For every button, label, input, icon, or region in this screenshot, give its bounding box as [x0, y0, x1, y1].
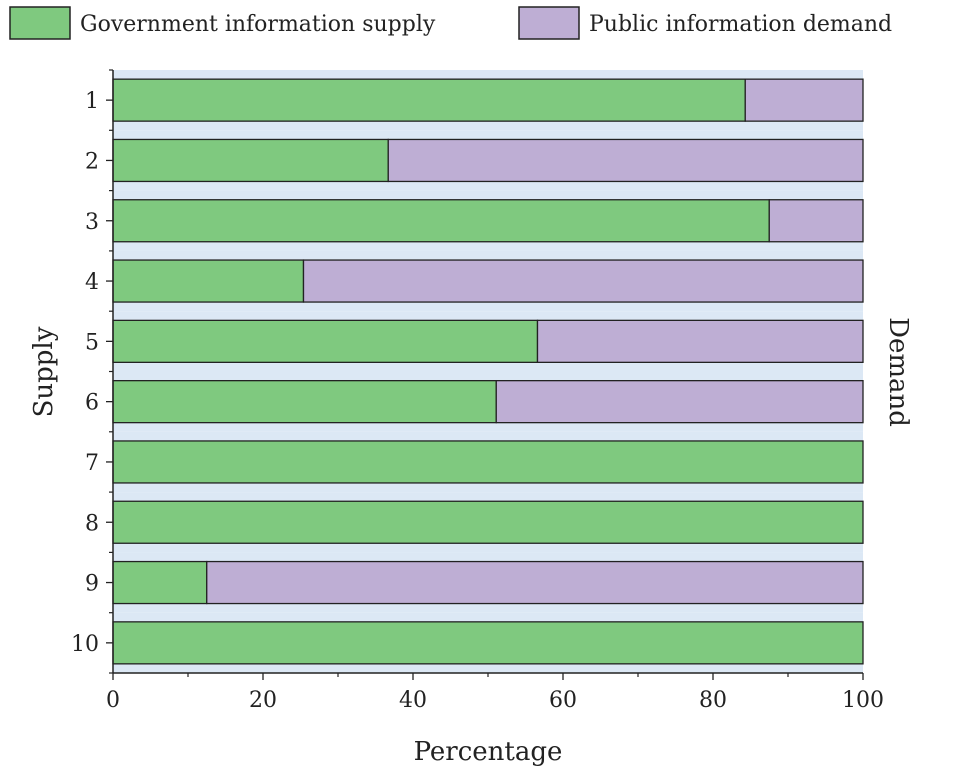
y-axis-title: Supply: [29, 326, 59, 417]
y-tick-label: 6: [85, 391, 99, 416]
bar-demand-4: [302, 259, 864, 303]
bar-supply-2: [112, 138, 389, 183]
x-ticks: 0 20 40 60 80 100: [106, 673, 884, 713]
x-tick-label: 20: [249, 688, 277, 713]
bar-demand-5: [536, 319, 864, 364]
x-tick-label: 0: [106, 688, 120, 713]
x-axis-title: Percentage: [414, 737, 563, 767]
y-tick-label: 9: [85, 572, 99, 597]
legend-label-supply: Government information supply: [80, 12, 436, 37]
bar-demand-2: [387, 138, 864, 183]
bar-demand-6: [495, 379, 864, 424]
x-tick-label: 100: [842, 688, 884, 713]
bar-supply-5: [112, 319, 539, 364]
x-tick-label: 80: [699, 688, 727, 713]
bar-supply-6: [112, 379, 497, 424]
bar-demand-3: [768, 199, 864, 243]
bar-supply-1: [112, 78, 746, 122]
y-tick-label: 8: [85, 511, 99, 536]
bar-supply-4: [112, 259, 305, 303]
bar-supply-8: [112, 500, 864, 544]
x-tick-label: 60: [549, 688, 577, 713]
legend: Government information supply Public inf…: [9, 6, 892, 40]
bar-supply-7: [112, 440, 864, 484]
bar-supply-3: [112, 199, 770, 243]
y-tick-label: 4: [85, 270, 99, 295]
legend-swatch-supply: [9, 6, 71, 40]
y-axis-title-right: Demand: [883, 317, 913, 427]
x-tick-label: 40: [399, 688, 427, 713]
y-tick-label: 5: [85, 330, 99, 355]
bar-supply-10: [112, 621, 864, 665]
bar-demand-9: [206, 560, 864, 605]
legend-swatch-demand: [518, 6, 580, 40]
y-ticks: 1 2 3 4 5 6 7 8 9 10: [71, 69, 113, 674]
bar-demand-1: [744, 78, 864, 122]
y-tick-label: 3: [85, 210, 99, 235]
y-tick-label: 10: [71, 632, 99, 657]
legend-label-demand: Public information demand: [589, 12, 892, 37]
bar-supply-9: [112, 560, 208, 605]
y-tick-label: 1: [85, 89, 99, 114]
y-tick-label: 7: [85, 451, 99, 476]
bars: [112, 78, 864, 665]
y-tick-label: 2: [85, 149, 99, 174]
